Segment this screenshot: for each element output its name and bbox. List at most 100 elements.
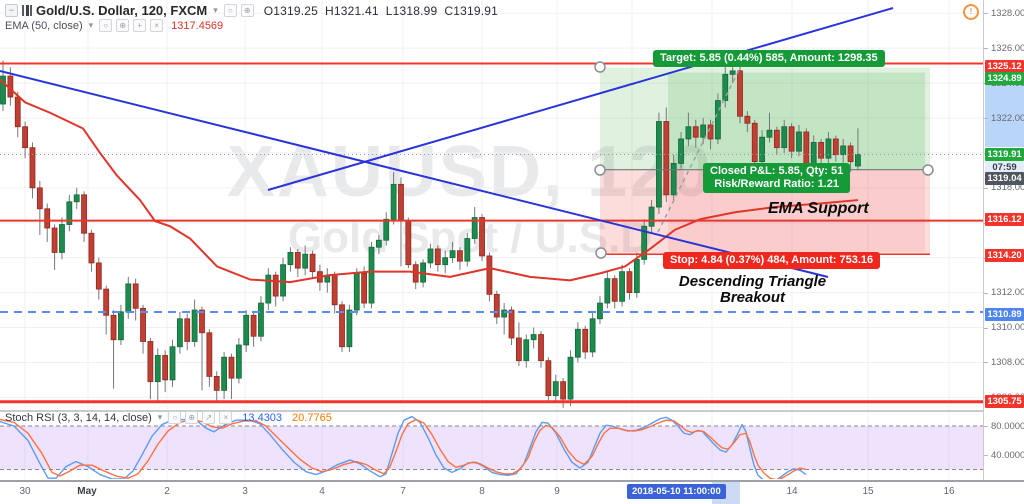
ohlc-values: O1319.25 H1321.41 L1318.99 C1319.91 xyxy=(264,4,505,18)
axis-tick xyxy=(984,327,988,329)
candle-up xyxy=(656,121,662,208)
entry-right-handle[interactable] xyxy=(922,164,934,176)
axis-tick xyxy=(984,13,988,15)
price-axis[interactable]: 1328.001326.001324.001322.001320.001318.… xyxy=(983,0,1024,504)
closed-pl-label[interactable]: Closed P&L: 5.85, Qty: 51 Risk/Reward Ra… xyxy=(703,163,851,193)
candle-down xyxy=(479,217,485,257)
settings-icon[interactable]: ⊕ xyxy=(240,4,254,17)
eye-icon[interactable]: ○ xyxy=(223,4,237,17)
candle-down xyxy=(51,227,58,253)
settings-icon[interactable]: ⊕ xyxy=(185,411,199,424)
price-badge-1316.12: 1316.12 xyxy=(985,213,1024,226)
axis-tick xyxy=(984,426,988,427)
candle-up xyxy=(648,206,655,227)
axis-tick xyxy=(984,187,988,189)
candle-down xyxy=(228,356,235,379)
eye-icon[interactable]: ○ xyxy=(99,19,113,32)
stoch-label[interactable]: Stoch RSI (3, 3, 14, 14, close) xyxy=(5,411,152,424)
symbol-legend: − Gold/U.S. Dollar, 120, FXCM ▾ ○ ⊕ O131… xyxy=(5,3,505,18)
triangle-text-line2: Breakout xyxy=(719,289,786,306)
close-icon[interactable]: × xyxy=(150,19,164,32)
chevron-down-icon[interactable]: ▾ xyxy=(157,412,163,422)
stoch-d-line[interactable] xyxy=(0,418,807,479)
stop-label[interactable]: Stop: 4.84 (0.37%) 484, Amount: 753.16 xyxy=(663,252,881,269)
candle-up xyxy=(154,355,161,383)
candle-down xyxy=(803,131,810,164)
pane-separator[interactable] xyxy=(0,410,983,412)
candle-up xyxy=(781,126,788,149)
candle-down xyxy=(398,183,404,222)
ema-support-annotation[interactable]: EMA Support xyxy=(768,200,869,217)
entry-left-handle[interactable] xyxy=(594,164,606,176)
chevron-down-icon[interactable]: ▾ xyxy=(88,20,94,30)
triangle-breakout-annotation[interactable]: Descending Triangle Breakout xyxy=(645,274,860,306)
target-label[interactable]: Target: 5.85 (0.44%) 585, Amount: 1298.3… xyxy=(653,50,885,67)
low-value: L1318.99 xyxy=(385,3,438,18)
symbol-title[interactable]: Gold/U.S. Dollar, 120, FXCM xyxy=(36,3,208,18)
candle-down xyxy=(847,145,854,163)
time-axis[interactable]: 30May234789111415162018-05-10 11:00:00 xyxy=(0,480,1024,504)
candle-down xyxy=(508,309,515,339)
axis-tick xyxy=(984,48,988,50)
candle-up xyxy=(427,248,434,264)
candle-down xyxy=(405,220,412,266)
price-badge-1314.20: 1314.20 xyxy=(985,249,1024,262)
candle-down xyxy=(692,126,699,138)
axis-tick xyxy=(984,362,988,364)
candle-up xyxy=(714,100,721,140)
candle-down xyxy=(361,272,368,304)
candle-down xyxy=(832,138,839,156)
candle-down xyxy=(751,122,758,163)
stoch-pane xyxy=(0,425,983,470)
target-handle[interactable] xyxy=(594,61,606,73)
stop-handle[interactable] xyxy=(595,247,607,259)
candle-up xyxy=(597,302,603,320)
candle-down xyxy=(493,293,500,318)
candle-down xyxy=(545,360,552,397)
collapse-pane-icon[interactable]: − xyxy=(5,4,18,17)
candle-up xyxy=(169,346,176,381)
candle-up xyxy=(191,309,198,342)
ema-line[interactable] xyxy=(0,78,859,284)
price-axis-label: 1328.00 xyxy=(991,7,1024,19)
candle-up xyxy=(176,318,183,348)
settings-icon[interactable]: ⊕ xyxy=(116,19,130,32)
candle-up xyxy=(0,75,6,105)
candle-down xyxy=(22,126,29,149)
candle-up xyxy=(501,309,508,318)
profit-zone-inner[interactable] xyxy=(668,72,925,170)
candle-down xyxy=(788,126,795,152)
triangle-text-line1: Descending Triangle xyxy=(678,273,827,290)
candle-up xyxy=(729,70,736,75)
candle-down xyxy=(81,194,87,234)
close-icon[interactable]: × xyxy=(219,411,233,424)
candle-down xyxy=(147,341,154,383)
candle-down xyxy=(744,115,751,124)
chevron-down-icon[interactable]: ▾ xyxy=(213,5,218,15)
candle-down xyxy=(707,124,714,140)
alert-icon[interactable]: ! xyxy=(963,4,979,20)
candle-up xyxy=(619,271,625,302)
candle-up xyxy=(118,311,124,341)
ema-label[interactable]: EMA (50, close) xyxy=(5,19,83,32)
price-badge-1319.91: 1319.91 xyxy=(985,148,1024,161)
candle-down xyxy=(339,304,345,348)
candle-up xyxy=(243,314,250,346)
candle-down xyxy=(44,208,51,229)
closed-pl-line1: Closed P&L: 5.85, Qty: 51 xyxy=(710,165,844,177)
candle-down xyxy=(95,262,102,290)
candle-down xyxy=(132,283,139,309)
price-badge-1324.89: 1324.89 xyxy=(985,72,1024,85)
descending-trendline[interactable] xyxy=(0,70,829,278)
price-badge-1325.12: 1325.12 xyxy=(985,60,1024,73)
risk-reward-line2: Risk/Reward Ratio: 1.21 xyxy=(714,178,839,190)
maximize-icon[interactable]: ↗ xyxy=(202,411,216,424)
time-label-2: 2 xyxy=(164,486,170,497)
candle-down xyxy=(36,187,43,210)
eye-icon[interactable]: ○ xyxy=(168,411,182,424)
ascending-trendline[interactable] xyxy=(267,7,894,191)
candle-down xyxy=(486,255,493,295)
add-icon[interactable]: + xyxy=(133,19,147,32)
candle-up xyxy=(840,145,847,156)
